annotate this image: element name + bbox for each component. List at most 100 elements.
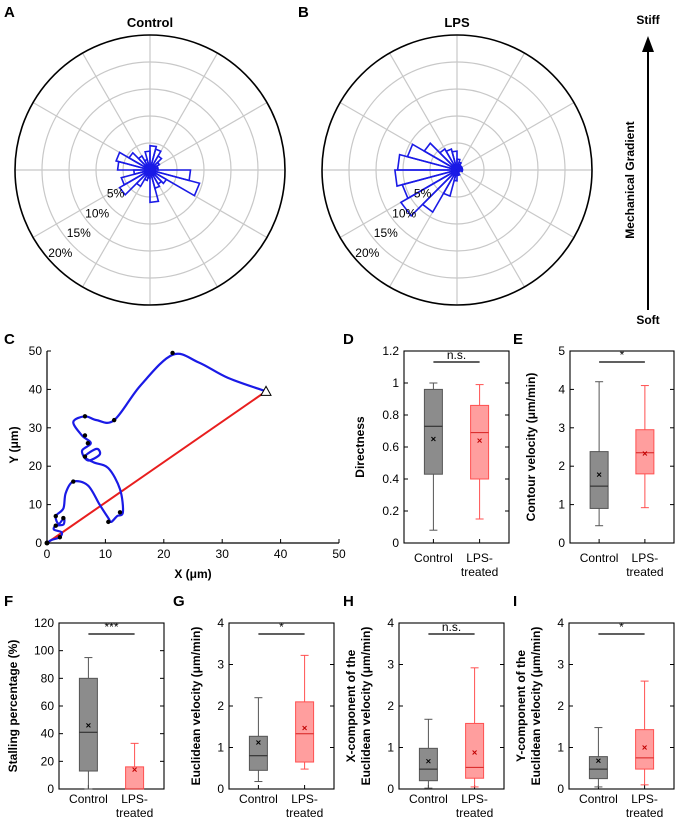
rose-title-lps: LPS bbox=[444, 15, 470, 30]
trajectory-point bbox=[57, 535, 63, 540]
panel-letter-c: C bbox=[4, 331, 15, 348]
cell-trajectory-path bbox=[46, 352, 267, 544]
significance-label: *** bbox=[104, 620, 118, 634]
box-y-label: Contour velocity (μm/min) bbox=[524, 373, 538, 522]
box-x-tick-line: treated bbox=[456, 806, 493, 820]
box-y-tick: 0 bbox=[558, 536, 565, 550]
trajectory-point bbox=[53, 513, 58, 519]
box-y-label: Directness bbox=[353, 416, 367, 478]
box-y-tick: 40 bbox=[41, 727, 55, 741]
box-iqr bbox=[465, 722, 485, 779]
mechanical-gradient: Stiff Soft Mechanical Gradient bbox=[623, 13, 661, 327]
rose-spoke bbox=[456, 169, 575, 239]
gradient-axis-label: Mechanical Gradient bbox=[623, 121, 637, 238]
box-x-tick-line: LPS- bbox=[291, 792, 318, 806]
box-y-tick: 3 bbox=[387, 658, 394, 672]
rose-spoke bbox=[149, 101, 268, 171]
rose-radial-tick: 20% bbox=[355, 246, 379, 260]
trajectory-y-tick: 0 bbox=[35, 536, 42, 550]
trajectory-point bbox=[82, 454, 88, 459]
box-y-tick: 1 bbox=[387, 741, 394, 755]
box-y-tick: 4 bbox=[558, 382, 565, 396]
box-mean-marker bbox=[302, 725, 307, 731]
box-mean-marker bbox=[642, 745, 647, 750]
box-y-tick: 0 bbox=[217, 782, 224, 796]
rose-chart-control: Control 5% 10% 15% 20% bbox=[14, 15, 286, 306]
box-x-tick-line: LPS- bbox=[121, 792, 148, 806]
box-y-tick: 1 bbox=[392, 376, 399, 390]
box-mean-marker bbox=[86, 723, 91, 728]
box-iqr bbox=[418, 747, 438, 782]
trajectory-start-point bbox=[44, 540, 50, 546]
box-chart-h: 0 1 2 3 4 X-component of theEuclidean velocit… bbox=[344, 616, 505, 820]
trajectory-x-label: X (μm) bbox=[174, 567, 211, 581]
box-y-tick: 2 bbox=[557, 699, 564, 713]
box-x-tick: Control bbox=[580, 551, 619, 565]
panel-letter-f: F bbox=[4, 593, 13, 610]
box-mean-marker bbox=[477, 438, 482, 443]
rose-spoke bbox=[456, 52, 526, 171]
box-y-tick: 120 bbox=[34, 616, 54, 630]
box-x-tick-line: treated bbox=[626, 565, 663, 579]
box-chart-frame bbox=[228, 622, 335, 790]
rose-radial-tick: 10% bbox=[392, 207, 416, 221]
trajectory-y-label: Y (μm) bbox=[7, 426, 21, 463]
box-y-tick: 3 bbox=[557, 658, 564, 672]
box-mean-marker bbox=[642, 451, 648, 456]
significance-label: * bbox=[620, 348, 625, 362]
rose-spoke bbox=[456, 169, 526, 288]
box-x-tick-line: treated bbox=[286, 806, 323, 820]
box-y-tick: 1 bbox=[217, 741, 224, 755]
trajectory-end-marker bbox=[260, 385, 272, 396]
box-mean-marker bbox=[472, 750, 477, 755]
rose-radial-tick: 10% bbox=[85, 207, 109, 221]
box-iqr bbox=[635, 429, 655, 475]
box-iqr bbox=[248, 735, 268, 771]
box-y-tick: 100 bbox=[34, 644, 54, 658]
box-y-tick: 0.8 bbox=[382, 408, 399, 422]
trajectory-y-tick: 50 bbox=[29, 344, 43, 358]
trajectory-x-tick: 50 bbox=[332, 547, 346, 561]
rose-radial-tick: 15% bbox=[374, 226, 398, 240]
trajectory-y-tick: 40 bbox=[29, 382, 43, 396]
box-chart-i: 0 1 2 3 4 Y-component of theEuclidean velocit… bbox=[514, 616, 675, 820]
box-mean-marker bbox=[256, 740, 261, 745]
rose-radial-tick: 5% bbox=[414, 187, 432, 201]
box-chart-g: 0 1 2 3 4 Euclidean velocity (μm/min) Control L… bbox=[189, 616, 335, 820]
box-x-tick-line: LPS- bbox=[631, 792, 658, 806]
trajectory-point bbox=[117, 510, 123, 515]
box-y-label-line: X-component of the bbox=[344, 649, 358, 762]
panel-letter-g: G bbox=[173, 593, 185, 610]
trajectory-point bbox=[71, 479, 76, 484]
box-y-tick: 0.6 bbox=[382, 440, 399, 454]
rose-bin bbox=[396, 153, 458, 171]
box-chart-frame bbox=[568, 622, 675, 790]
trajectory-point bbox=[82, 433, 88, 438]
panel-letter-a: A bbox=[4, 4, 15, 21]
box-y-tick: 2 bbox=[558, 459, 565, 473]
box-y-tick: 20 bbox=[41, 754, 55, 768]
gradient-bottom-label: Soft bbox=[636, 313, 659, 327]
rose-spoke bbox=[81, 52, 151, 171]
box-y-tick: 4 bbox=[217, 616, 224, 630]
trajectory-x-tick: 40 bbox=[274, 547, 288, 561]
panel-letter-h: H bbox=[343, 593, 354, 610]
box-x-tick-line: LPS- bbox=[466, 551, 493, 565]
box-mean-marker bbox=[132, 767, 137, 772]
box-x-tick: LPS-treated bbox=[456, 792, 493, 820]
box-y-label-line: Euclidean velocity (μm/min) bbox=[359, 627, 373, 786]
trajectory-point bbox=[85, 440, 91, 446]
box-y-label: Y-component of theEuclidean velocity (μm… bbox=[514, 627, 543, 786]
trajectory-y-tick: 30 bbox=[29, 421, 43, 435]
panel-letter-d: D bbox=[343, 331, 354, 348]
box-x-tick: Control bbox=[69, 792, 108, 806]
rose-radial-tick: 5% bbox=[107, 187, 125, 201]
trajectory-x-tick: 20 bbox=[157, 547, 171, 561]
box-chart-frame bbox=[569, 350, 675, 544]
trajectory-x-tick: 30 bbox=[216, 547, 230, 561]
gradient-arrow-head bbox=[642, 36, 654, 52]
box-x-tick-line: LPS- bbox=[632, 551, 659, 565]
box-chart-frame bbox=[58, 622, 165, 790]
box-mean-marker bbox=[596, 758, 601, 764]
